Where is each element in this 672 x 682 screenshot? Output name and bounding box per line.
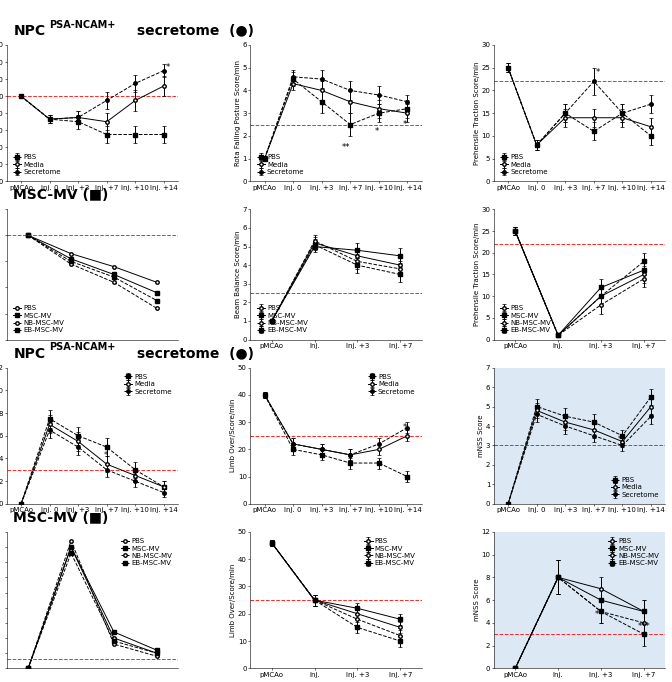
Y-axis label: mNSS Score: mNSS Score	[478, 415, 485, 457]
Y-axis label: Prehensile Traction Score/min: Prehensile Traction Score/min	[474, 223, 480, 326]
Legend: PBS, Media, Secretome: PBS, Media, Secretome	[497, 151, 551, 178]
Text: ***: ***	[638, 621, 650, 631]
Legend: PBS, Media, Secretome: PBS, Media, Secretome	[10, 151, 64, 178]
Legend: PBS, MSC-MV, NB-MSC-MV, EB-MSC-MV: PBS, MSC-MV, NB-MSC-MV, EB-MSC-MV	[362, 535, 418, 569]
Legend: PBS, Media, Secretome: PBS, Media, Secretome	[121, 371, 175, 398]
Legend: PBS, Media, Secretome: PBS, Media, Secretome	[254, 151, 307, 178]
Y-axis label: Rota Falling Posture Score/min: Rota Falling Posture Score/min	[235, 60, 241, 166]
Text: *: *	[595, 68, 599, 76]
Text: PSA-NCAM+: PSA-NCAM+	[50, 20, 116, 30]
Text: *: *	[403, 120, 407, 129]
MSC-MV	[153, 288, 161, 297]
MSC-MV	[24, 664, 32, 672]
NB-MSC-MV	[153, 652, 161, 660]
Text: **: **	[595, 610, 603, 619]
Text: secretome  (●): secretome (●)	[132, 24, 254, 38]
Legend: PBS, MSC-MV, NB-MSC-MV, EB-MSC-MV: PBS, MSC-MV, NB-MSC-MV, EB-MSC-MV	[605, 535, 662, 569]
PBS	[153, 649, 161, 657]
Legend: PBS, Media, Secretome: PBS, Media, Secretome	[365, 371, 418, 398]
Legend: PBS, MSC-MV, NB-MSC-MV, EB-MSC-MV: PBS, MSC-MV, NB-MSC-MV, EB-MSC-MV	[118, 535, 175, 569]
EB-MSC-MV	[24, 664, 32, 672]
Line: PBS: PBS	[26, 546, 159, 670]
Text: NPC: NPC	[13, 346, 46, 361]
NB-MSC-MV	[24, 231, 32, 239]
Legend: PBS, MSC-MV, NB-MSC-MV, EB-MSC-MV: PBS, MSC-MV, NB-MSC-MV, EB-MSC-MV	[497, 302, 554, 336]
MSC-MV	[24, 231, 32, 239]
EB-MSC-MV	[67, 257, 75, 265]
PBS	[24, 231, 32, 239]
Legend: PBS, Media, Secretome: PBS, Media, Secretome	[608, 474, 662, 501]
Text: MSC-MV (■): MSC-MV (■)	[13, 188, 109, 203]
EB-MSC-MV	[110, 273, 118, 281]
Text: *: *	[104, 451, 108, 460]
Text: PSA-NCAM+: PSA-NCAM+	[50, 342, 116, 353]
Line: PBS: PBS	[26, 234, 159, 284]
NB-MSC-MV	[153, 304, 161, 312]
PBS	[24, 664, 32, 672]
NB-MSC-MV	[110, 640, 118, 648]
Text: *: *	[618, 434, 622, 443]
NB-MSC-MV	[67, 537, 75, 545]
Y-axis label: Limb Over/Score/min: Limb Over/Score/min	[230, 563, 237, 637]
Text: secretome  (●): secretome (●)	[132, 346, 254, 361]
EB-MSC-MV	[110, 637, 118, 645]
Line: MSC-MV: MSC-MV	[26, 234, 159, 295]
Line: NB-MSC-MV: NB-MSC-MV	[26, 234, 159, 310]
PBS	[67, 543, 75, 551]
Text: **: **	[342, 143, 350, 151]
MSC-MV	[110, 270, 118, 278]
PBS	[153, 278, 161, 286]
MSC-MV	[67, 255, 75, 263]
Text: *: *	[374, 127, 379, 136]
EB-MSC-MV	[24, 231, 32, 239]
Text: *: *	[165, 63, 169, 72]
MSC-MV	[153, 646, 161, 654]
Y-axis label: Limb Over/Score/min: Limb Over/Score/min	[230, 399, 237, 473]
Text: *: *	[132, 472, 136, 481]
PBS	[67, 250, 75, 258]
Text: *: *	[403, 424, 407, 432]
Line: EB-MSC-MV: EB-MSC-MV	[26, 551, 159, 670]
Line: EB-MSC-MV: EB-MSC-MV	[26, 234, 159, 302]
Y-axis label: mNSS Score: mNSS Score	[474, 579, 480, 621]
NB-MSC-MV	[24, 664, 32, 672]
EB-MSC-MV	[153, 297, 161, 305]
Line: MSC-MV: MSC-MV	[26, 546, 159, 670]
PBS	[110, 263, 118, 271]
Text: NPC: NPC	[13, 24, 46, 38]
MSC-MV	[110, 628, 118, 636]
EB-MSC-MV	[67, 549, 75, 557]
Legend: PBS, MSC-MV, NB-MSC-MV, EB-MSC-MV: PBS, MSC-MV, NB-MSC-MV, EB-MSC-MV	[254, 302, 310, 336]
EB-MSC-MV	[153, 649, 161, 657]
Line: NB-MSC-MV: NB-MSC-MV	[26, 539, 159, 670]
NB-MSC-MV	[110, 278, 118, 286]
Text: MSC-MV (■): MSC-MV (■)	[13, 511, 109, 525]
MSC-MV	[67, 543, 75, 551]
Y-axis label: Beam Balance Score/min: Beam Balance Score/min	[235, 231, 241, 318]
PBS	[110, 634, 118, 642]
Legend: PBS, MSC-MV, NB-MSC-MV, EB-MSC-MV: PBS, MSC-MV, NB-MSC-MV, EB-MSC-MV	[10, 302, 67, 336]
NB-MSC-MV	[67, 260, 75, 268]
Y-axis label: Prehensile Traction Score/min: Prehensile Traction Score/min	[474, 61, 480, 165]
